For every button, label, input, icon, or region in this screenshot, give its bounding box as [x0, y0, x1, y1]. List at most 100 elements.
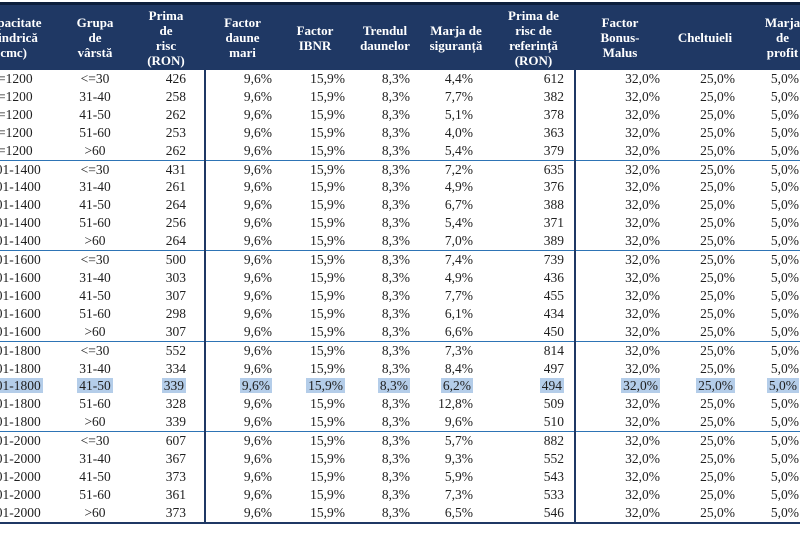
cell-value: 882 — [543, 433, 564, 449]
column-header-label: Prima de risc (RON) — [147, 7, 185, 68]
cell-value: 8,3% — [381, 504, 410, 520]
cell-value: 1201-1400 — [0, 197, 41, 213]
cell-value: 32,0% — [625, 323, 660, 339]
cell-value: 334 — [165, 360, 186, 376]
cell-trendul-daunelor: 8,3% — [350, 377, 420, 395]
cell-marja-siguranta: 5,7% — [420, 431, 492, 451]
cell-capacity: 1801-2000 — [0, 486, 63, 504]
cell-value: 4,9% — [444, 269, 473, 285]
cell-value: 307 — [165, 323, 186, 339]
header-row: Capacitate cilindrică (cmc) Grupa de vârs… — [0, 2, 800, 70]
cell-value: 8,3% — [381, 88, 410, 104]
cell-marja-profit: 5,0% — [745, 340, 800, 360]
cell-prima-risc: 264 — [127, 232, 206, 251]
cell-value: 25,0% — [700, 396, 735, 412]
cell-age-group: 51-60 — [63, 124, 127, 142]
cell-value: 8,3% — [377, 378, 410, 394]
cell-value: 552 — [543, 451, 564, 467]
cell-value: 376 — [543, 179, 564, 195]
cell-cheltuieli: 25,0% — [665, 124, 745, 142]
cell-value: 9,6% — [243, 504, 272, 520]
cell-value: 25,0% — [700, 414, 735, 430]
cell-prima-risc: 258 — [127, 87, 206, 106]
cell-marja-profit: 5,0% — [745, 106, 800, 124]
cell-value: 5,9% — [444, 468, 473, 484]
cell-prima-risc-referinta: 552 — [492, 450, 576, 468]
cell-marja-profit: 5,0% — [745, 142, 800, 160]
cell-age-group: 41-50 — [63, 106, 127, 124]
cell-marja-siguranta: 6,6% — [420, 323, 492, 341]
cell-factor-bonus-malus: 32,0% — [575, 377, 665, 395]
cell-age-group: >60 — [63, 413, 127, 431]
cell-capacity: 1601-1800 — [0, 413, 63, 431]
cell-factor-daune-mari: 9,6% — [205, 196, 280, 214]
cell-value: 298 — [165, 305, 186, 321]
cell-cheltuieli: 25,0% — [665, 269, 745, 287]
cell-trendul-daunelor: 8,3% — [350, 395, 420, 413]
cell-value: 388 — [543, 197, 564, 213]
cell-value: 15,9% — [310, 451, 345, 467]
cell-trendul-daunelor: 8,3% — [350, 142, 420, 160]
cell-value: 367 — [165, 451, 186, 467]
cell-value: 15,9% — [310, 197, 345, 213]
cell-value: 32,0% — [625, 414, 660, 430]
cell-marja-siguranta: 7,0% — [420, 232, 492, 250]
cell-value: 15,9% — [310, 468, 345, 484]
cell-value: 5,0% — [770, 88, 799, 104]
cell-capacity: <=1200 — [0, 124, 63, 142]
cell-factor-bonus-malus: 32,0% — [575, 214, 665, 232]
cell-value: 253 — [165, 124, 186, 140]
table-row: 1801-2000 51-60 361 9,6% 15,9% 8,3% 7,3% 533 32,… — [0, 485, 800, 504]
cell-value: 32,0% — [625, 71, 660, 86]
cell-value: 32,0% — [625, 451, 660, 467]
cell-value: 379 — [543, 142, 564, 158]
cell-prima-risc-referinta: 388 — [492, 196, 576, 215]
cell-value: 509 — [543, 396, 564, 412]
cell-capacity: 1201-1400 — [0, 196, 63, 214]
cell-value: 32,0% — [625, 124, 660, 140]
cell-prima-risc-referinta: 533 — [492, 485, 576, 504]
cell-value: 607 — [165, 433, 186, 449]
cell-cheltuieli: 25,0% — [665, 450, 745, 468]
cell-age-group: <=30 — [63, 250, 127, 269]
cell-value: 15,9% — [310, 142, 345, 158]
cell-prima-risc: 552 — [127, 340, 206, 360]
cell-value: 41-50 — [79, 468, 111, 484]
cell-value: 9,6% — [243, 215, 272, 231]
cell-capacity: <=1200 — [0, 106, 63, 124]
cell-capacity: 1801-2000 — [0, 503, 63, 524]
cell-marja-profit: 5,0% — [745, 159, 800, 179]
cell-prima-risc-referinta: 436 — [492, 268, 576, 287]
cell-value: 32,0% — [621, 378, 660, 394]
cell-value: 1401-1600 — [0, 252, 41, 268]
cell-marja-profit: 5,0% — [745, 178, 800, 196]
cell-value: 8,3% — [381, 305, 410, 321]
table-row: 1401-1600 31-40 303 9,6% 15,9% 8,3% 4,9% 436 32,… — [0, 268, 800, 287]
cell-value: 9,6% — [243, 161, 272, 177]
cell-value: 9,6% — [243, 323, 272, 339]
table-row: 1601-1800 51-60 328 9,6% 15,9% 8,3% 12,8% 509 32… — [0, 395, 800, 414]
cell-marja-siguranta: 7,4% — [420, 250, 492, 269]
cell-factor-ibnr: 15,9% — [280, 159, 350, 179]
cell-value: 7,7% — [444, 287, 473, 303]
cell-factor-bonus-malus: 32,0% — [575, 305, 665, 323]
cell-marja-siguranta: 6,5% — [420, 503, 492, 524]
cell-value: 15,9% — [310, 360, 345, 376]
cell-value: 8,3% — [381, 269, 410, 285]
cell-value: 15,9% — [310, 88, 345, 104]
cell-age-group: 41-50 — [63, 287, 127, 305]
cell-factor-ibnr: 15,9% — [280, 468, 350, 486]
cell-value: 15,9% — [310, 305, 345, 321]
cell-value: 361 — [165, 486, 186, 502]
cell-value: 51-60 — [79, 215, 111, 231]
cell-value: 1801-2000 — [0, 433, 41, 449]
cell-cheltuieli: 25,0% — [665, 287, 745, 305]
table-row: <=1200 >60 262 9,6% 15,9% 8,3% 5,4% 379 32,0% 25,… — [0, 141, 800, 161]
cell-value: 51-60 — [79, 124, 111, 140]
cell-value: 9,6% — [243, 269, 272, 285]
cell-factor-ibnr: 15,9% — [280, 250, 350, 269]
cell-value: 5,0% — [770, 414, 799, 430]
cell-value: <=30 — [80, 161, 110, 177]
cell-marja-profit: 5,0% — [745, 323, 800, 341]
cell-age-group: 31-40 — [63, 360, 127, 378]
